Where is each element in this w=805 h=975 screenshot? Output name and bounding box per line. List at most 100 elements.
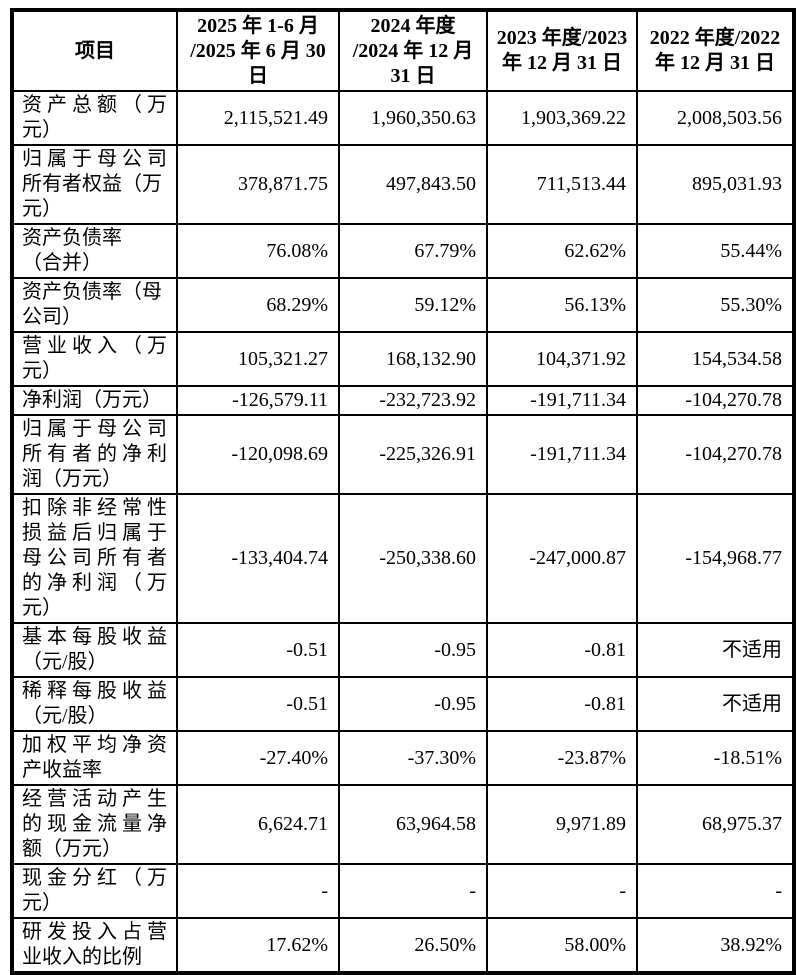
- row-label-line: （元/股）: [22, 651, 108, 673]
- row-value: 62.62%: [486, 223, 638, 279]
- table-row: 营业收入（万 元） 105,321.27 168,132.90 104,371.92 15…: [11, 331, 795, 387]
- row-label: 归属于母公司 所有者权益（万 元）: [11, 144, 178, 225]
- row-value: 76.08%: [176, 223, 340, 279]
- row-value: -0.51: [176, 622, 340, 678]
- row-value: -0.95: [338, 676, 488, 732]
- row-value: -104,270.78: [636, 414, 795, 495]
- row-label: 研发投入占营 业收入的比例: [11, 917, 178, 974]
- table-row: 资产总额（万 元） 2,115,521.49 1,960,350.63 1,903,36…: [11, 90, 795, 146]
- table-row: 基本每股收益 （元/股） -0.51 -0.95 -0.81 不适用: [11, 622, 795, 678]
- table-row: 资产负债率（母 公司） 68.29% 59.12% 56.13% 55.30%: [11, 277, 795, 333]
- row-value: 1,903,369.22: [486, 90, 638, 146]
- row-label-line: 归属于母公司: [22, 418, 172, 440]
- row-value: 1,960,350.63: [338, 90, 488, 146]
- row-label-line: 稀释每股收益: [22, 680, 172, 702]
- row-label-line: 研发投入占营: [22, 921, 172, 943]
- col-header-2023: 2023 年度/2023 年 12 月 31 日: [486, 9, 638, 92]
- row-label-line: 加权平均净资: [22, 734, 172, 756]
- table-row: 稀释每股收益 （元/股） -0.51 -0.95 -0.81 不适用: [11, 676, 795, 732]
- row-label-line: 资产负债率: [22, 227, 122, 249]
- row-value: 38.92%: [636, 917, 795, 974]
- row-label-line: 母公司所有者: [22, 547, 172, 569]
- row-value: -0.81: [486, 622, 638, 678]
- row-value: 26.50%: [338, 917, 488, 974]
- row-label-line: 扣除非经常性: [22, 497, 172, 519]
- row-label-line: 业收入的比例: [22, 946, 142, 968]
- row-value: -: [636, 863, 795, 919]
- row-label-line: 元）: [22, 360, 62, 382]
- row-value: 17.62%: [176, 917, 340, 974]
- row-label-line: （合并）: [22, 252, 102, 274]
- row-value: 67.79%: [338, 223, 488, 279]
- row-label-line: 的净利润（万: [22, 572, 172, 594]
- row-value: -154,968.77: [636, 493, 795, 624]
- row-value: 68.29%: [176, 277, 340, 333]
- row-label-line: 资产总额（万: [22, 94, 172, 116]
- row-value: -232,723.92: [338, 385, 488, 416]
- row-label: 归属于母公司 所有者的净利 润（万元）: [11, 414, 178, 495]
- row-label-line: 公司）: [22, 306, 82, 328]
- table-row: 归属于母公司 所有者权益（万 元） 378,871.75 497,843.50 711,5…: [11, 144, 795, 225]
- row-label: 资产负债率 （合并）: [11, 223, 178, 279]
- row-value: 68,975.37: [636, 784, 795, 865]
- header-row: 项目 2025 年 1-6 月 /2025 年 6 月 30 日 2024 年度…: [11, 9, 795, 92]
- row-label-line: 产收益率: [22, 759, 102, 781]
- row-label: 现金分红（万 元）: [11, 863, 178, 919]
- col-header-2025: 2025 年 1-6 月 /2025 年 6 月 30 日: [176, 9, 340, 92]
- row-value: 2,008,503.56: [636, 90, 795, 146]
- row-label: 资产总额（万 元）: [11, 90, 178, 146]
- row-value: -37.30%: [338, 730, 488, 786]
- row-value: 154,534.58: [636, 331, 795, 387]
- row-label-line: 现金分红（万: [22, 867, 172, 889]
- row-value: 59.12%: [338, 277, 488, 333]
- table-row: 研发投入占营 业收入的比例 17.62% 26.50% 58.00% 38.92%: [11, 917, 795, 974]
- row-value: -104,270.78: [636, 385, 795, 416]
- row-label-line: 的现金流量净: [22, 813, 172, 835]
- table-row: 现金分红（万 元） - - - -: [11, 863, 795, 919]
- row-label-line: 所有者权益（万: [22, 173, 162, 195]
- financial-summary-table: 项目 2025 年 1-6 月 /2025 年 6 月 30 日 2024 年度…: [10, 8, 796, 975]
- table-header: 项目 2025 年 1-6 月 /2025 年 6 月 30 日 2024 年度…: [11, 9, 795, 92]
- row-value: -126,579.11: [176, 385, 340, 416]
- row-label-line: 润（万元）: [22, 468, 122, 490]
- row-value: -0.81: [486, 676, 638, 732]
- row-label: 经营活动产生 的现金流量净 额（万元）: [11, 784, 178, 865]
- row-label-line: 元）: [22, 119, 62, 141]
- row-value: -23.87%: [486, 730, 638, 786]
- table-row: 经营活动产生 的现金流量净 额（万元） 6,624.71 63,964.58 9,971.…: [11, 784, 795, 865]
- table-row: 净利润（万元） -126,579.11 -232,723.92 -191,711.34…: [11, 385, 795, 416]
- row-value: 497,843.50: [338, 144, 488, 225]
- row-value: 不适用: [636, 676, 795, 732]
- row-value: 378,871.75: [176, 144, 340, 225]
- row-label: 扣除非经常性 损益后归属于 母公司所有者 的净利润（万 元）: [11, 493, 178, 624]
- row-value: -133,404.74: [176, 493, 340, 624]
- row-label-line: 损益后归属于: [22, 522, 172, 544]
- row-value: 2,115,521.49: [176, 90, 340, 146]
- row-label-line: 额（万元）: [22, 838, 122, 860]
- row-value: 105,321.27: [176, 331, 340, 387]
- row-value: 58.00%: [486, 917, 638, 974]
- row-label: 净利润（万元）: [11, 385, 178, 416]
- row-value: 6,624.71: [176, 784, 340, 865]
- row-value: 56.13%: [486, 277, 638, 333]
- row-label-line: 经营活动产生: [22, 788, 172, 810]
- table-body: 资产总额（万 元） 2,115,521.49 1,960,350.63 1,903,36…: [11, 90, 795, 974]
- row-value: -: [338, 863, 488, 919]
- row-label-line: 营业收入（万: [22, 335, 172, 357]
- row-label-line: 基本每股收益: [22, 626, 172, 648]
- row-label-line: （元/股）: [22, 705, 108, 727]
- row-value: 不适用: [636, 622, 795, 678]
- row-value: -0.51: [176, 676, 340, 732]
- row-value: 9,971.89: [486, 784, 638, 865]
- row-value: 104,371.92: [486, 331, 638, 387]
- table-row: 归属于母公司 所有者的净利 润（万元） -120,098.69 -225,326.91-…: [11, 414, 795, 495]
- col-header-item: 项目: [11, 9, 178, 92]
- row-value: -120,098.69: [176, 414, 340, 495]
- row-label-line: 元）: [22, 892, 62, 914]
- row-label: 稀释每股收益 （元/股）: [11, 676, 178, 732]
- row-value: -191,711.34: [486, 385, 638, 416]
- row-value: -247,000.87: [486, 493, 638, 624]
- table-row: 加权平均净资 产收益率 -27.40% -37.30% -23.87% -18.51%: [11, 730, 795, 786]
- row-value: 711,513.44: [486, 144, 638, 225]
- row-label-line: 净利润（万元）: [22, 389, 162, 411]
